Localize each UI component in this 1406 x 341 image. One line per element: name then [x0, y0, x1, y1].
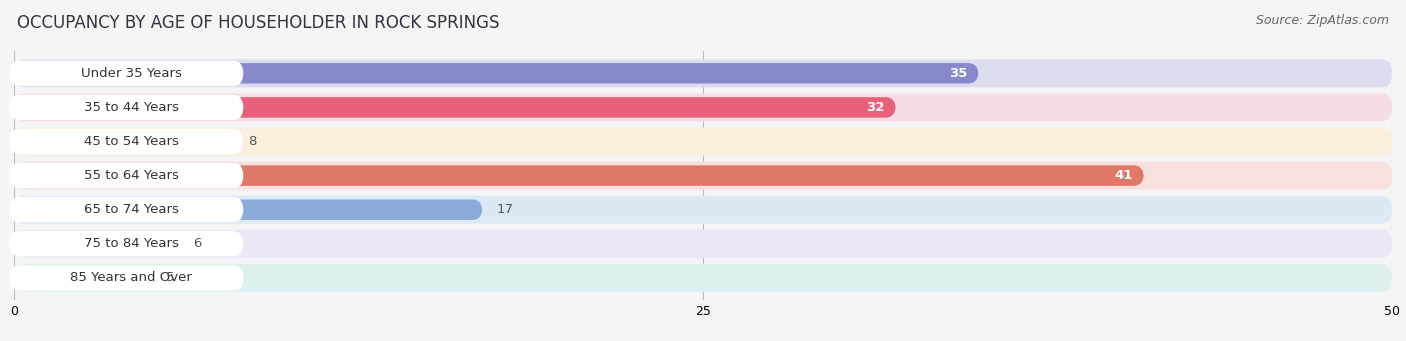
Text: 32: 32	[866, 101, 884, 114]
FancyBboxPatch shape	[14, 268, 152, 288]
FancyBboxPatch shape	[8, 129, 243, 154]
Text: 8: 8	[249, 135, 257, 148]
FancyBboxPatch shape	[8, 231, 243, 256]
FancyBboxPatch shape	[8, 61, 243, 86]
FancyBboxPatch shape	[14, 165, 1144, 186]
Text: 17: 17	[496, 203, 513, 216]
Text: 45 to 54 Years: 45 to 54 Years	[84, 135, 179, 148]
Text: 65 to 74 Years: 65 to 74 Years	[84, 203, 179, 216]
Text: Source: ZipAtlas.com: Source: ZipAtlas.com	[1256, 14, 1389, 27]
Text: OCCUPANCY BY AGE OF HOUSEHOLDER IN ROCK SPRINGS: OCCUPANCY BY AGE OF HOUSEHOLDER IN ROCK …	[17, 14, 499, 32]
Text: 55 to 64 Years: 55 to 64 Years	[84, 169, 179, 182]
Text: Under 35 Years: Under 35 Years	[80, 67, 181, 80]
Text: 75 to 84 Years: 75 to 84 Years	[84, 237, 179, 250]
FancyBboxPatch shape	[14, 63, 979, 84]
Text: 41: 41	[1115, 169, 1133, 182]
Text: 85 Years and Over: 85 Years and Over	[70, 271, 193, 284]
FancyBboxPatch shape	[8, 95, 243, 120]
FancyBboxPatch shape	[14, 97, 896, 118]
FancyBboxPatch shape	[8, 163, 243, 188]
FancyBboxPatch shape	[14, 230, 1392, 258]
FancyBboxPatch shape	[14, 264, 1392, 292]
FancyBboxPatch shape	[8, 265, 243, 291]
FancyBboxPatch shape	[8, 197, 243, 222]
Text: 35: 35	[949, 67, 967, 80]
FancyBboxPatch shape	[14, 59, 1392, 87]
FancyBboxPatch shape	[14, 199, 482, 220]
Text: 35 to 44 Years: 35 to 44 Years	[84, 101, 179, 114]
FancyBboxPatch shape	[14, 131, 235, 152]
Text: 6: 6	[193, 237, 201, 250]
FancyBboxPatch shape	[14, 162, 1392, 190]
FancyBboxPatch shape	[14, 128, 1392, 155]
FancyBboxPatch shape	[14, 93, 1392, 121]
Text: 5: 5	[166, 271, 174, 284]
FancyBboxPatch shape	[14, 234, 180, 254]
FancyBboxPatch shape	[14, 196, 1392, 224]
